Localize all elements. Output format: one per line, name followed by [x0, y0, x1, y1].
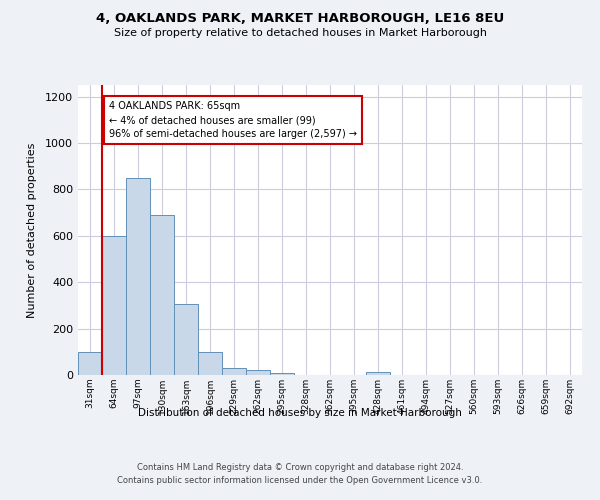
Bar: [270, 372, 294, 375]
Text: Distribution of detached houses by size in Market Harborough: Distribution of detached houses by size …: [138, 408, 462, 418]
Y-axis label: Number of detached properties: Number of detached properties: [26, 142, 37, 318]
Bar: [366, 372, 390, 375]
Bar: [126, 178, 150, 375]
Bar: [78, 352, 102, 375]
Text: Contains HM Land Registry data © Crown copyright and database right 2024.: Contains HM Land Registry data © Crown c…: [137, 462, 463, 471]
Text: 4 OAKLANDS PARK: 65sqm
← 4% of detached houses are smaller (99)
96% of semi-deta: 4 OAKLANDS PARK: 65sqm ← 4% of detached …: [109, 101, 357, 139]
Text: 4, OAKLANDS PARK, MARKET HARBOROUGH, LE16 8EU: 4, OAKLANDS PARK, MARKET HARBOROUGH, LE1…: [96, 12, 504, 26]
Bar: [174, 304, 198, 375]
Bar: [222, 368, 246, 375]
Bar: [198, 352, 222, 375]
Text: Contains public sector information licensed under the Open Government Licence v3: Contains public sector information licen…: [118, 476, 482, 485]
Bar: [102, 236, 126, 375]
Bar: [246, 370, 270, 375]
Text: Size of property relative to detached houses in Market Harborough: Size of property relative to detached ho…: [113, 28, 487, 38]
Bar: [150, 215, 174, 375]
